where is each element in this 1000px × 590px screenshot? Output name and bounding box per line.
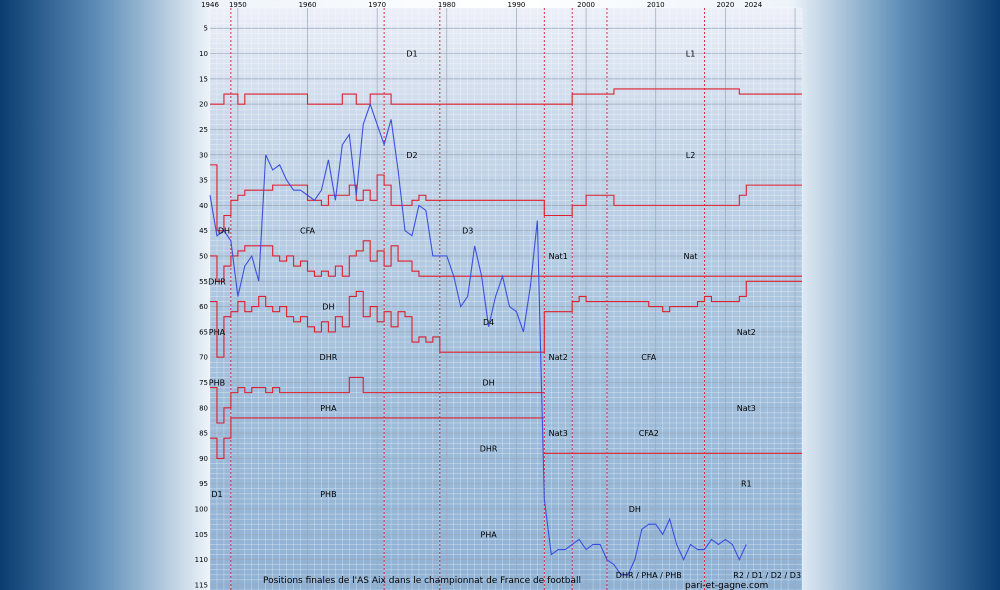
y-tick-label: 25 bbox=[199, 126, 208, 134]
division-boundary bbox=[210, 280, 802, 358]
division-boundary bbox=[210, 417, 545, 459]
level-label: Nat2 bbox=[549, 353, 568, 362]
level-label: Nat1 bbox=[549, 252, 568, 261]
y-tick-label: 110 bbox=[195, 556, 208, 564]
y-tick-label: 60 bbox=[199, 303, 208, 311]
y-tick-label: 90 bbox=[199, 455, 208, 463]
x-tick-label: 2024 bbox=[744, 1, 762, 9]
x-tick-label: 1950 bbox=[229, 1, 247, 9]
y-tick-label: 20 bbox=[199, 101, 208, 109]
y-tick-label: 40 bbox=[199, 202, 208, 210]
x-tick-label: 1970 bbox=[368, 1, 386, 9]
division-boundary bbox=[210, 164, 802, 232]
level-label: DH bbox=[629, 505, 641, 514]
level-label: Nat bbox=[684, 252, 698, 261]
y-tick-label: 30 bbox=[199, 151, 208, 159]
y-axis-ticks: 5 10 15 20 25 30 35 40 45 50 55 60 65 70 75 80 85 90 95 100… bbox=[195, 25, 208, 590]
level-label: DHR bbox=[320, 353, 338, 362]
grid bbox=[209, 7, 803, 590]
y-tick-label: 5 bbox=[204, 25, 208, 33]
level-label: D1 bbox=[406, 50, 417, 59]
level-label: PHA bbox=[209, 328, 226, 337]
level-label: R1 bbox=[741, 480, 752, 489]
division-boundary bbox=[210, 88, 802, 105]
y-tick-label: 105 bbox=[195, 531, 208, 539]
plot-background bbox=[210, 8, 802, 590]
level-label: PHA bbox=[320, 404, 337, 413]
y-tick-label: 10 bbox=[199, 50, 208, 58]
level-label: PHB bbox=[209, 379, 225, 388]
level-label: DHR / PHA / PHB bbox=[616, 571, 682, 580]
level-label: D4 bbox=[483, 318, 494, 327]
level-label: DH bbox=[322, 303, 334, 312]
level-label: DHR bbox=[480, 444, 498, 453]
level-label: CFA bbox=[641, 353, 656, 362]
y-tick-label: 100 bbox=[195, 506, 208, 514]
level-label: Nat3 bbox=[549, 429, 568, 438]
level-label: DH bbox=[482, 379, 494, 388]
position-line bbox=[209, 102, 747, 576]
chart-credit: pari-et-gagne.com bbox=[685, 581, 768, 590]
y-tick-label: 15 bbox=[199, 75, 208, 83]
y-tick-label: 85 bbox=[199, 430, 208, 438]
x-tick-label: 1946 bbox=[201, 1, 219, 9]
x-axis-ticks: 1946 1950 1960 1970 1980 1990 2000 2010 2020 2024 bbox=[201, 1, 763, 9]
level-label: D2 bbox=[406, 151, 417, 160]
y-tick-label: 45 bbox=[199, 227, 208, 235]
y-tick-label: 75 bbox=[199, 379, 208, 387]
y-tick-label: 55 bbox=[199, 278, 208, 286]
y-tick-label: 95 bbox=[199, 480, 208, 488]
level-labels: D1 L1 D2 L2 DH CFA D3 Nat1 Nat DHR DH D4 PHA Nat2 DHR N… bbox=[208, 50, 801, 580]
x-tick-label: 1990 bbox=[508, 1, 526, 9]
chart-title: Positions finales de l'AS Aix dans le ch… bbox=[263, 576, 581, 586]
y-tick-label: 80 bbox=[199, 404, 208, 412]
level-label: DHR bbox=[208, 277, 226, 286]
division-boundary bbox=[210, 376, 545, 424]
y-tick-label: 50 bbox=[199, 252, 208, 260]
level-label: D1 bbox=[211, 490, 222, 499]
level-label: L1 bbox=[686, 50, 696, 59]
level-label: CFA2 bbox=[639, 429, 659, 438]
level-label: DH bbox=[218, 227, 230, 236]
x-tick-label: 2020 bbox=[716, 1, 734, 9]
y-tick-label: 115 bbox=[195, 581, 208, 589]
x-tick-label: 2010 bbox=[647, 1, 665, 9]
x-tick-label: 2000 bbox=[577, 1, 595, 9]
level-label: Nat3 bbox=[737, 404, 756, 413]
division-boundaries bbox=[210, 88, 802, 459]
level-label: PHA bbox=[480, 530, 497, 539]
level-label: Nat2 bbox=[737, 328, 756, 337]
level-label: CFA bbox=[300, 227, 315, 236]
y-tick-label: 70 bbox=[199, 354, 208, 362]
series-layer bbox=[209, 102, 747, 576]
y-tick-label: 35 bbox=[199, 177, 208, 185]
level-label: R2 / D1 / D2 / D3 bbox=[733, 571, 801, 580]
level-label: L2 bbox=[686, 151, 696, 160]
level-label: PHB bbox=[320, 490, 336, 499]
x-tick-label: 1960 bbox=[299, 1, 317, 9]
x-tick-label: 1980 bbox=[438, 1, 456, 9]
division-boundary bbox=[210, 240, 802, 282]
y-tick-label: 65 bbox=[199, 328, 208, 336]
level-label: D3 bbox=[462, 227, 473, 236]
